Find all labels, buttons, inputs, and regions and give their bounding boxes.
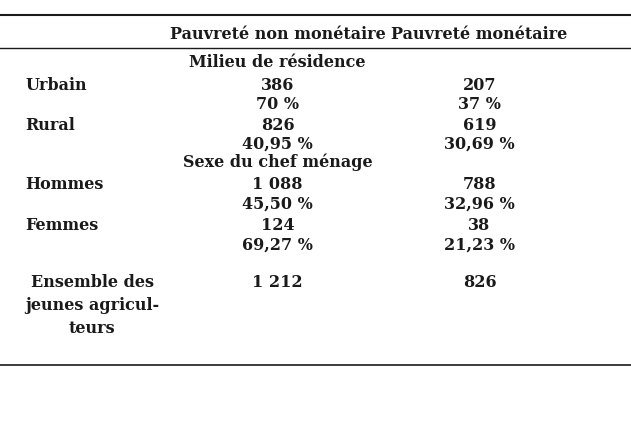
Text: 1 088: 1 088: [252, 176, 303, 193]
Text: Pauvreté non monétaire: Pauvreté non monétaire: [170, 26, 386, 43]
Text: 40,95 %: 40,95 %: [242, 136, 313, 153]
Text: 38: 38: [468, 217, 491, 235]
Text: Rural: Rural: [25, 117, 75, 134]
Text: Ensemble des
jeunes agricul-
teurs: Ensemble des jeunes agricul- teurs: [25, 274, 160, 336]
Text: Urbain: Urbain: [25, 77, 87, 94]
Text: 788: 788: [463, 176, 497, 193]
Text: 37 %: 37 %: [458, 95, 501, 113]
Text: 30,69 %: 30,69 %: [444, 136, 515, 153]
Text: Hommes: Hommes: [25, 176, 103, 193]
Text: 826: 826: [463, 274, 497, 291]
Text: Milieu de résidence: Milieu de résidence: [189, 54, 366, 71]
Text: 1 212: 1 212: [252, 274, 303, 291]
Text: 207: 207: [463, 77, 497, 94]
Text: 45,50 %: 45,50 %: [242, 196, 313, 213]
Text: 70 %: 70 %: [256, 95, 299, 113]
Text: Femmes: Femmes: [25, 217, 98, 235]
Text: 69,27 %: 69,27 %: [242, 236, 313, 253]
Text: Sexe du chef ménage: Sexe du chef ménage: [183, 153, 372, 170]
Text: 21,23 %: 21,23 %: [444, 236, 515, 253]
Text: 619: 619: [463, 117, 497, 134]
Text: 124: 124: [261, 217, 295, 235]
Text: 386: 386: [261, 77, 294, 94]
Text: 32,96 %: 32,96 %: [444, 196, 515, 213]
Text: 826: 826: [261, 117, 295, 134]
Text: Pauvreté monétaire: Pauvreté monétaire: [391, 26, 568, 43]
